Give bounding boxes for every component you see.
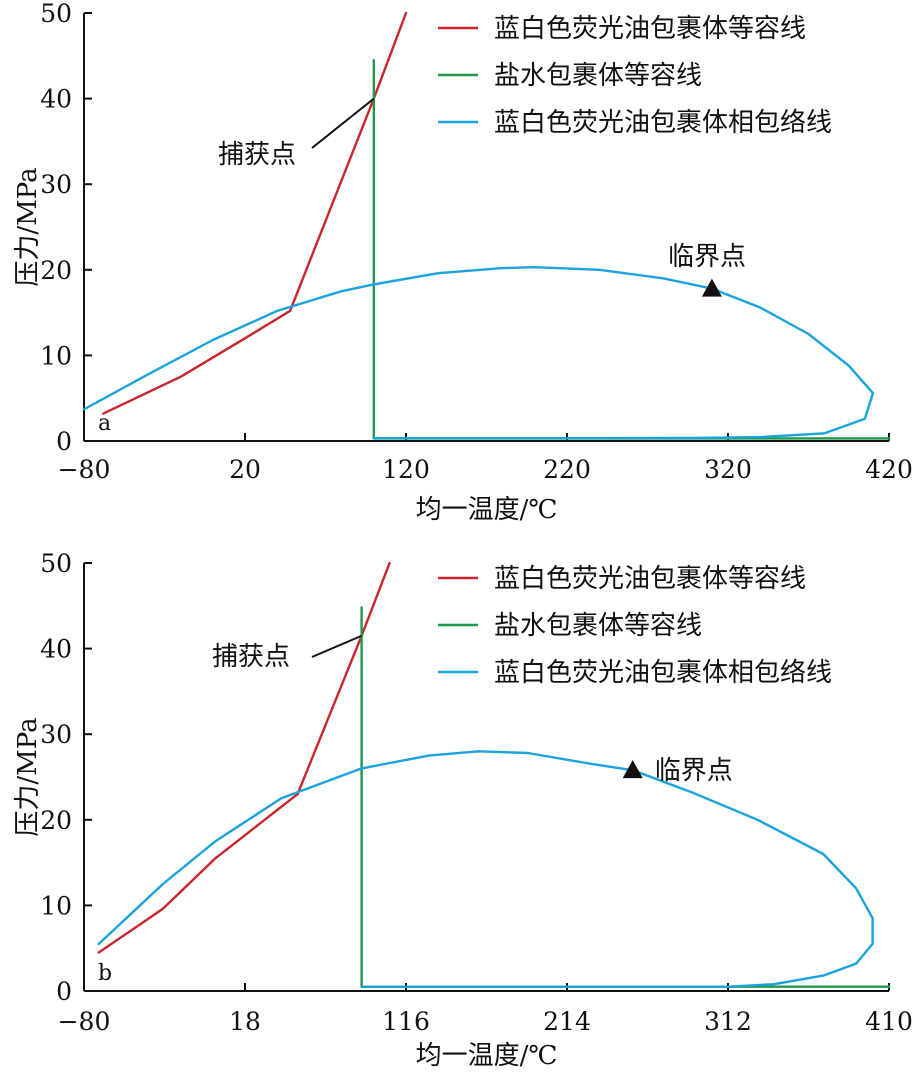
y-tick-label: 0 bbox=[56, 427, 72, 456]
x-tick-label: 120 bbox=[382, 455, 430, 484]
series-line-1 bbox=[102, 11, 408, 415]
y-tick-label: 10 bbox=[40, 341, 72, 370]
y-tick-label: 30 bbox=[40, 720, 72, 749]
x-axis-title: 均一温度/℃ bbox=[416, 1041, 558, 1071]
x-tick-label: 116 bbox=[382, 1007, 430, 1036]
x-tick-label: 410 bbox=[865, 1007, 913, 1036]
x-tick-label: 214 bbox=[543, 1007, 591, 1036]
x-tick-label: 18 bbox=[229, 1007, 261, 1036]
y-tick-label: 40 bbox=[40, 85, 72, 114]
y-tick-label: 50 bbox=[40, 0, 72, 28]
y-tick-label: 20 bbox=[40, 806, 72, 835]
x-tick-label: 320 bbox=[704, 455, 752, 484]
x-tick-label: 312 bbox=[704, 1007, 752, 1036]
legend-label: 蓝白色荧光油包裹体相包络线 bbox=[494, 108, 832, 138]
y-tick-label: 50 bbox=[40, 549, 72, 578]
legend-label: 蓝白色荧光油包裹体等容线 bbox=[494, 14, 806, 44]
chart-panel-b: 0 10 20 30 40 50 −80 18 116 214 312 410 均一温度/℃ 压力/MPa… bbox=[13, 549, 913, 1071]
x-tick-label: −80 bbox=[58, 455, 111, 484]
capture-point-label: 捕获点 bbox=[218, 140, 296, 170]
x-tick-label: 220 bbox=[543, 455, 591, 484]
critical-point-label: 临界点 bbox=[668, 242, 746, 272]
critical-point-marker bbox=[701, 278, 722, 297]
y-tick-label: 20 bbox=[40, 256, 72, 285]
legend-label: 蓝白色荧光油包裹体等容线 bbox=[494, 564, 806, 594]
panel-label: a bbox=[98, 411, 111, 436]
x-tick-label: 20 bbox=[229, 455, 261, 484]
panel-label: b bbox=[98, 961, 112, 986]
y-axis-title: 压力/MPa bbox=[13, 167, 43, 286]
critical-point-marker bbox=[622, 760, 643, 779]
y-tick-label: 0 bbox=[56, 977, 72, 1006]
y-tick-label: 10 bbox=[40, 891, 72, 920]
legend-label: 盐水包裹体等容线 bbox=[494, 61, 702, 91]
capture-point-leader bbox=[311, 97, 375, 149]
series-line-3 bbox=[97, 750, 874, 988]
series-line-1 bbox=[97, 561, 391, 954]
x-tick-label: 420 bbox=[865, 455, 913, 484]
legend-label: 盐水包裹体等容线 bbox=[494, 611, 702, 641]
legend-label: 蓝白色荧光油包裹体相包络线 bbox=[494, 658, 832, 688]
series-line-3 bbox=[82, 266, 875, 440]
y-tick-label: 30 bbox=[40, 170, 72, 199]
chart-panel-a: 0 10 20 30 40 50 −80 20 120 220 320 420 均一温度/℃ 压力/MPa… bbox=[13, 0, 913, 525]
y-axis-title: 压力/MPa bbox=[13, 717, 43, 836]
x-tick-label: −80 bbox=[58, 1007, 111, 1036]
critical-point-label: 临界点 bbox=[655, 756, 733, 786]
capture-point-leader bbox=[311, 634, 363, 658]
y-tick-label: 40 bbox=[40, 635, 72, 664]
x-axis-title: 均一温度/℃ bbox=[416, 495, 558, 525]
capture-point-label: 捕获点 bbox=[212, 642, 290, 672]
